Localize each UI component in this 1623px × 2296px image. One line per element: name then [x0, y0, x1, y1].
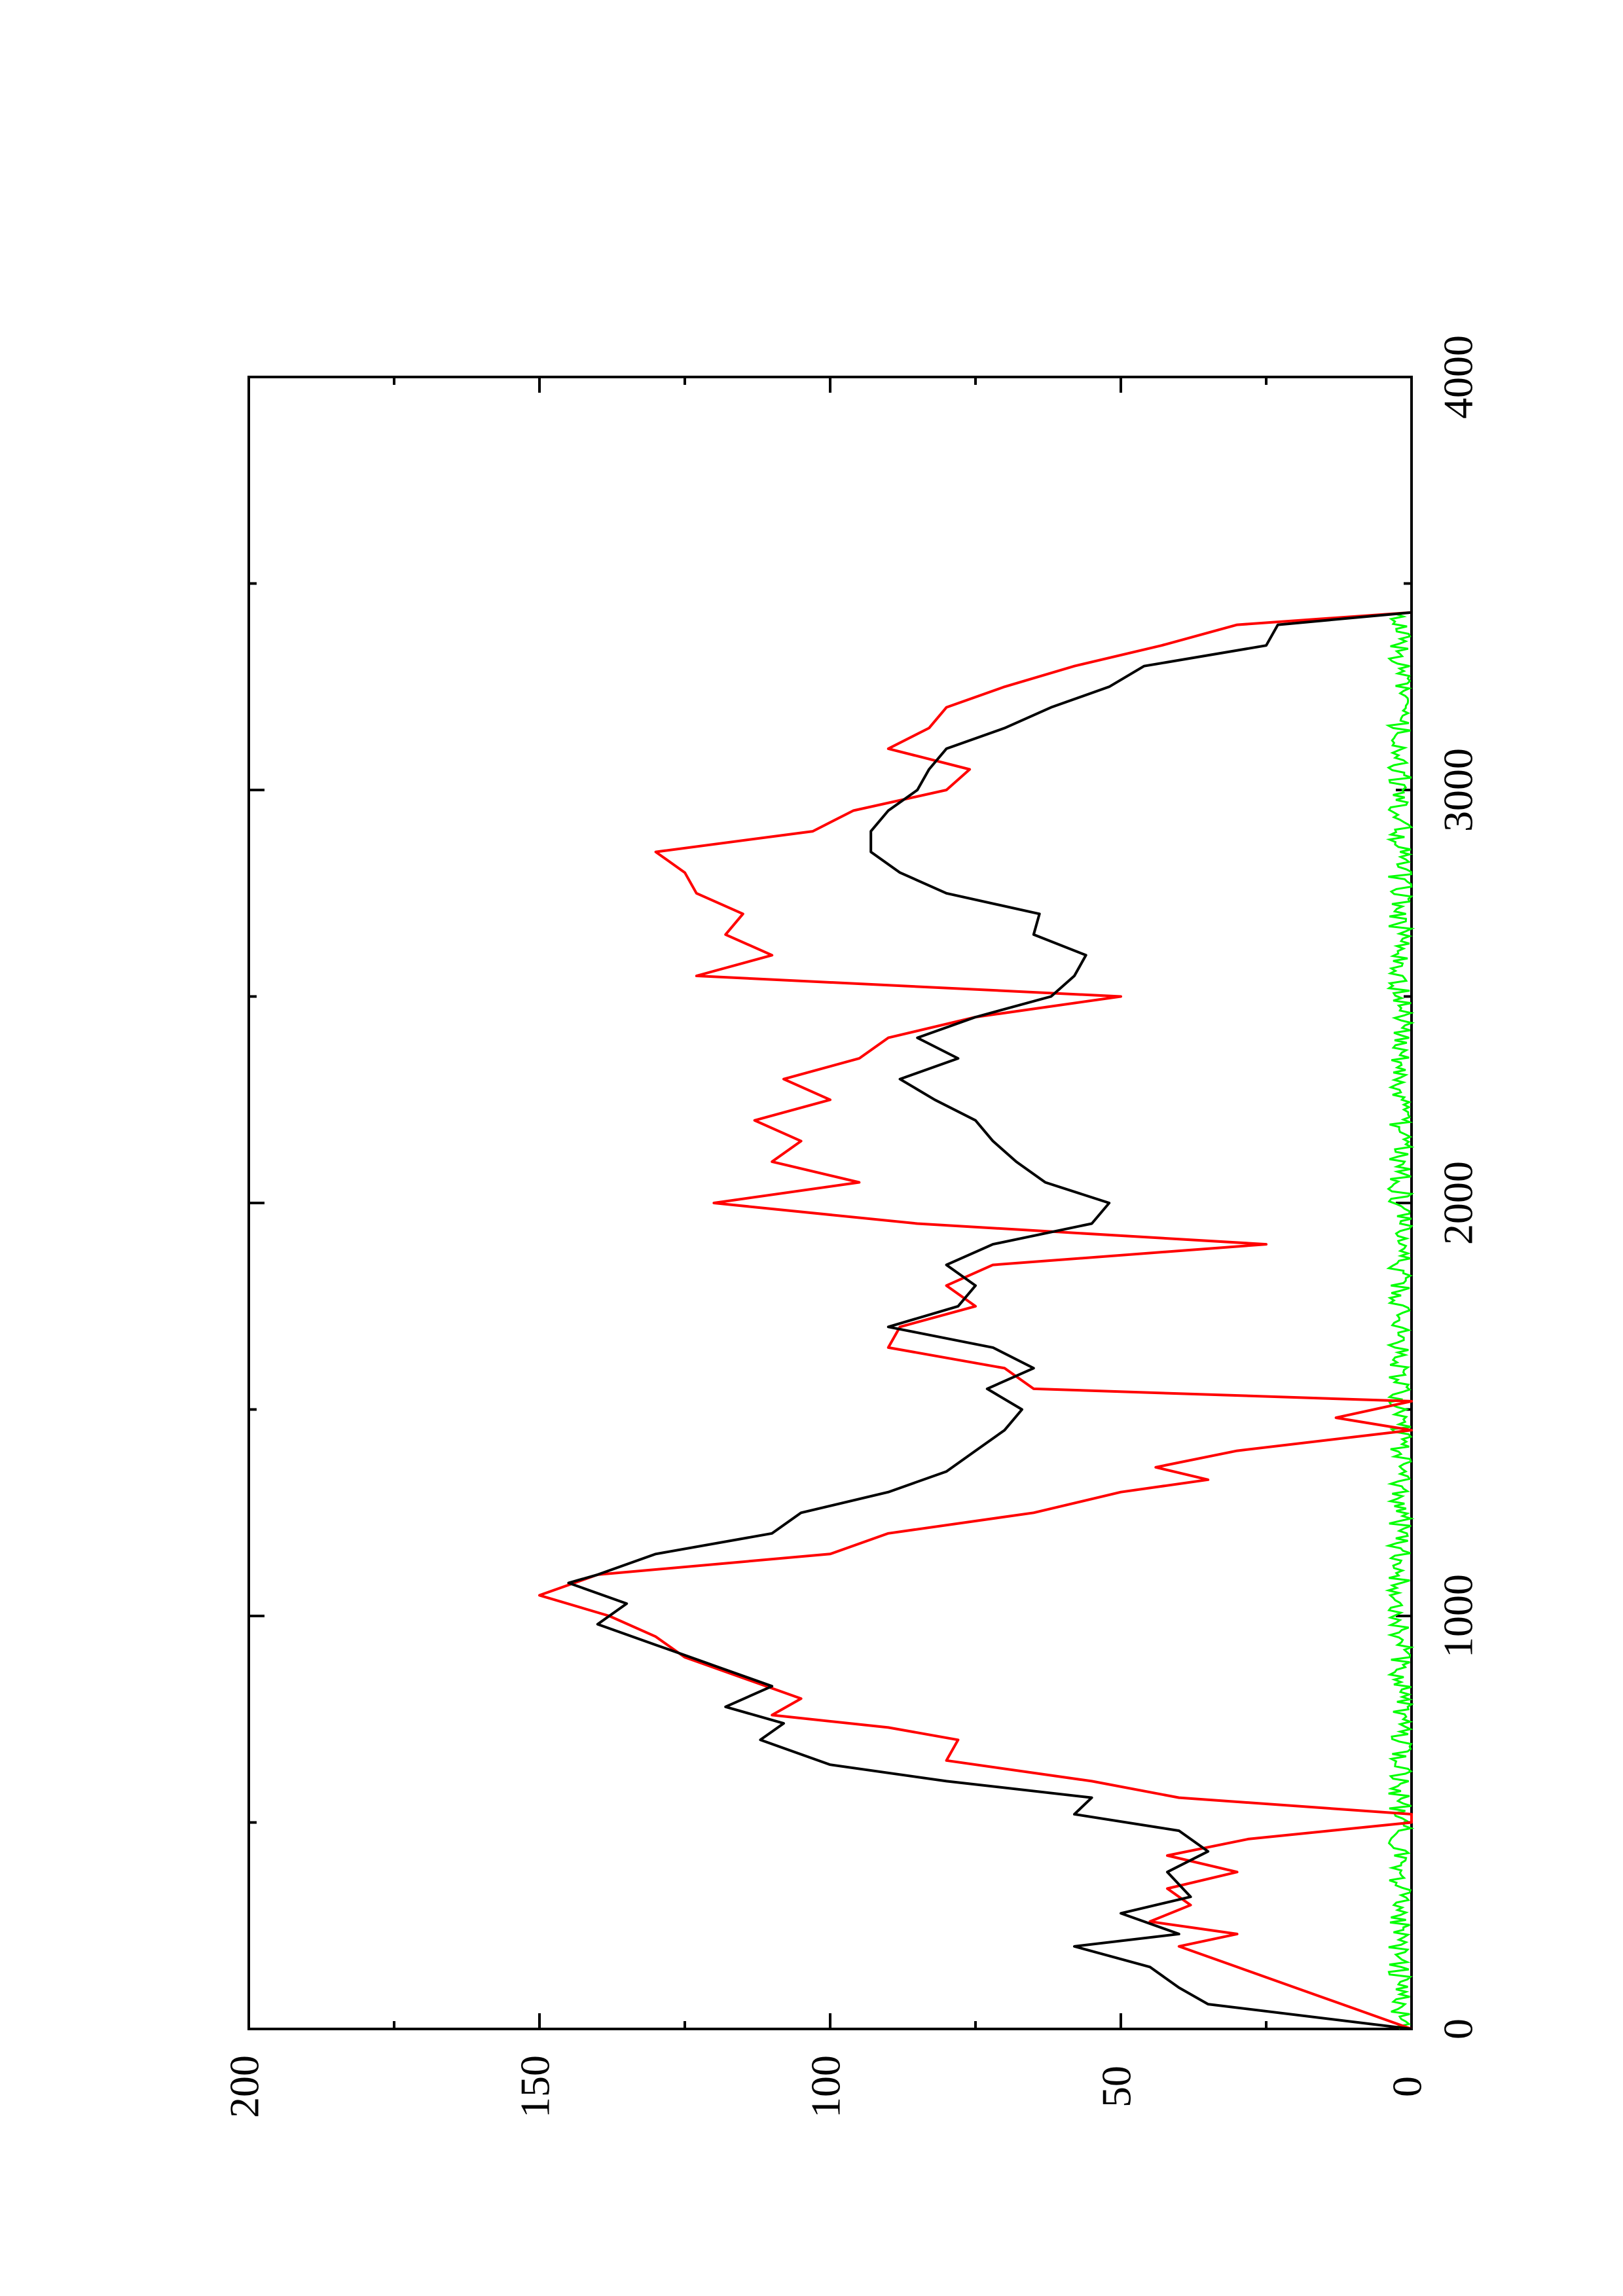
x-tick-label: 2000 [1435, 1161, 1482, 1245]
x-tick-label: 0 [1435, 2018, 1482, 2039]
y-tick-label: 150 [512, 2055, 558, 2118]
y-tick-label: 100 [803, 2055, 849, 2118]
y-tick-label: 200 [221, 2055, 268, 2118]
y-tick-label: 50 [1093, 2066, 1140, 2108]
tick-labels: 0 1000 2000 3000 4000 0 50 100 150 200 [221, 335, 1482, 2118]
series-line-green [1384, 613, 1415, 2030]
x-tick-label: 3000 [1435, 748, 1482, 832]
x-tick-label: 1000 [1435, 1574, 1482, 1658]
series-line-red [538, 611, 1413, 2030]
y-tick-label: 0 [1384, 2076, 1431, 2097]
series-layer [538, 611, 1415, 2030]
series-line-black [567, 611, 1412, 2030]
x-tick-label: 4000 [1435, 335, 1482, 419]
